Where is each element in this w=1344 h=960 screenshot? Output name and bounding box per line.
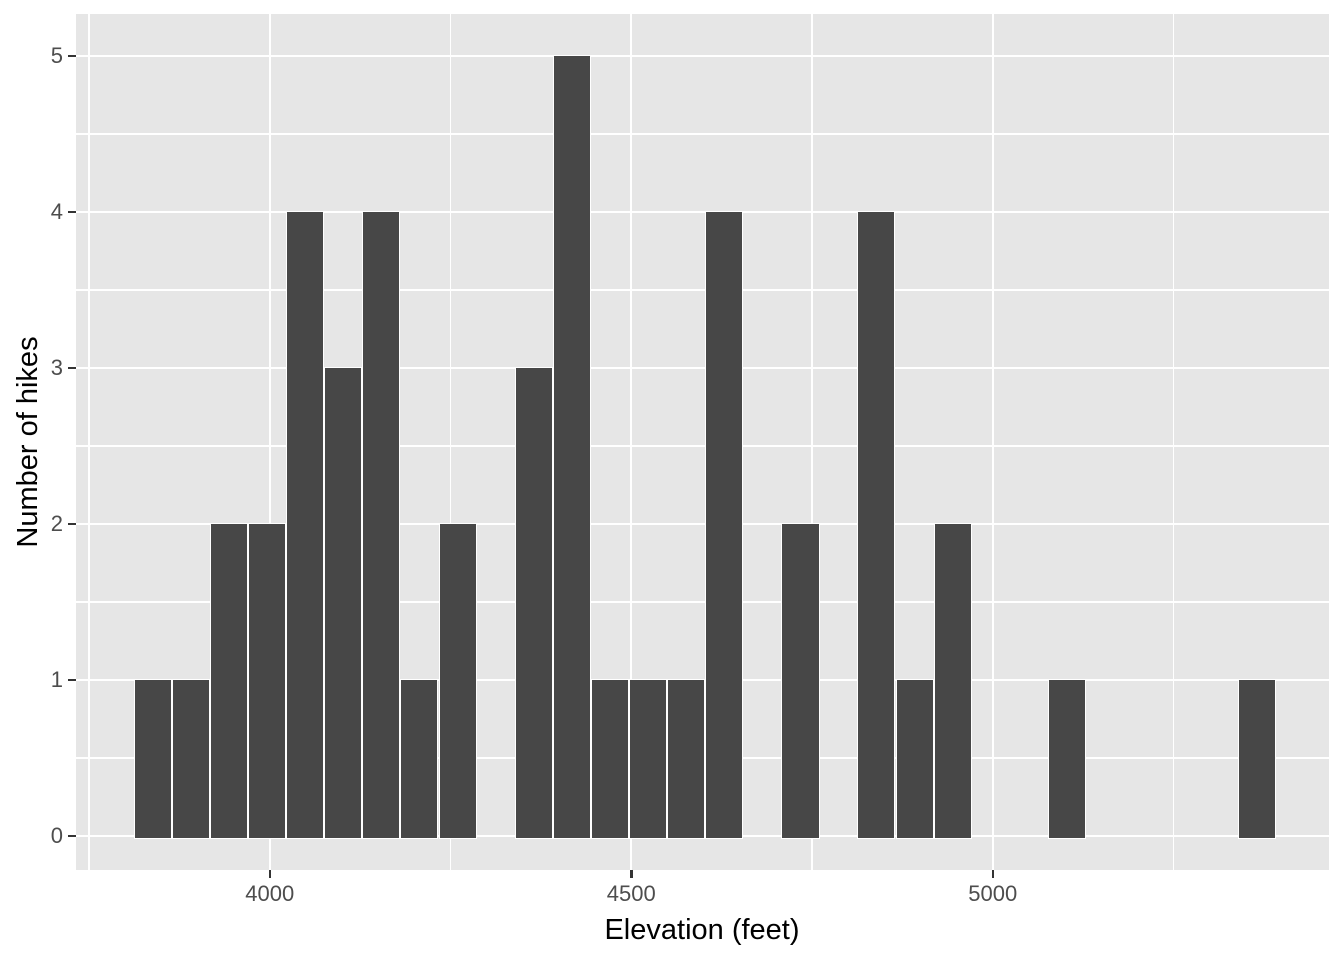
x-minor-gridline [88, 14, 90, 870]
x-tick-label: 4000 [245, 881, 295, 906]
histogram-bar [209, 523, 248, 839]
y-tick-label: 5 [50, 43, 63, 68]
x-major-gridline [991, 14, 994, 870]
x-axis-title: Elevation (feet) [604, 914, 800, 946]
y-major-gridline [76, 54, 1329, 58]
histogram-bar [1238, 679, 1277, 839]
histogram-bar [628, 679, 667, 839]
y-tick-mark [68, 834, 76, 838]
x-major-gridline [268, 14, 271, 870]
histogram-bar [362, 211, 401, 839]
histogram-bar [590, 679, 629, 839]
histogram-bar [247, 523, 286, 839]
y-tick-mark [68, 366, 76, 370]
histogram-bar [552, 55, 592, 839]
plot-panel [76, 14, 1329, 870]
histogram-bar [514, 367, 553, 839]
x-tick-mark [991, 870, 995, 878]
x-minor-gridline [449, 14, 452, 870]
x-tick-mark [268, 870, 272, 878]
x-tick-mark [630, 870, 633, 878]
y-major-gridline [76, 366, 1329, 370]
histogram-bar [400, 679, 439, 839]
histogram-bar [323, 367, 362, 839]
histogram-bar [895, 679, 934, 839]
histogram-bar [438, 523, 477, 839]
histogram-bar [857, 211, 896, 839]
y-tick-label: 4 [50, 199, 63, 224]
histogram-bar [133, 679, 172, 839]
y-tick-label: 2 [50, 511, 63, 536]
y-minor-gridline [76, 289, 1329, 291]
y-axis-title: Number of hikes [12, 336, 44, 548]
histogram-bar [286, 211, 325, 839]
histogram-bar [704, 211, 743, 839]
histogram-bar [781, 523, 820, 839]
histogram-bar [1048, 679, 1087, 839]
y-minor-gridline [76, 133, 1329, 135]
y-tick-label: 1 [50, 667, 63, 692]
x-tick-label: 5000 [968, 881, 1018, 906]
histogram-bar [933, 523, 973, 839]
histogram-bar [171, 679, 210, 839]
x-minor-gridline [1172, 14, 1175, 870]
y-major-gridline [76, 522, 1329, 526]
y-minor-gridline [76, 445, 1329, 447]
x-major-gridline [630, 14, 633, 870]
y-tick-mark [68, 678, 76, 682]
y-tick-mark [68, 54, 76, 58]
y-major-gridline [76, 210, 1329, 214]
y-tick-mark [68, 522, 76, 526]
histogram-bar [667, 679, 706, 839]
y-tick-mark [68, 210, 76, 214]
y-tick-label: 3 [50, 355, 63, 380]
y-tick-label: 0 [50, 823, 63, 848]
x-tick-label: 4500 [606, 881, 656, 906]
y-minor-gridline [76, 601, 1329, 603]
x-minor-gridline [811, 14, 813, 870]
